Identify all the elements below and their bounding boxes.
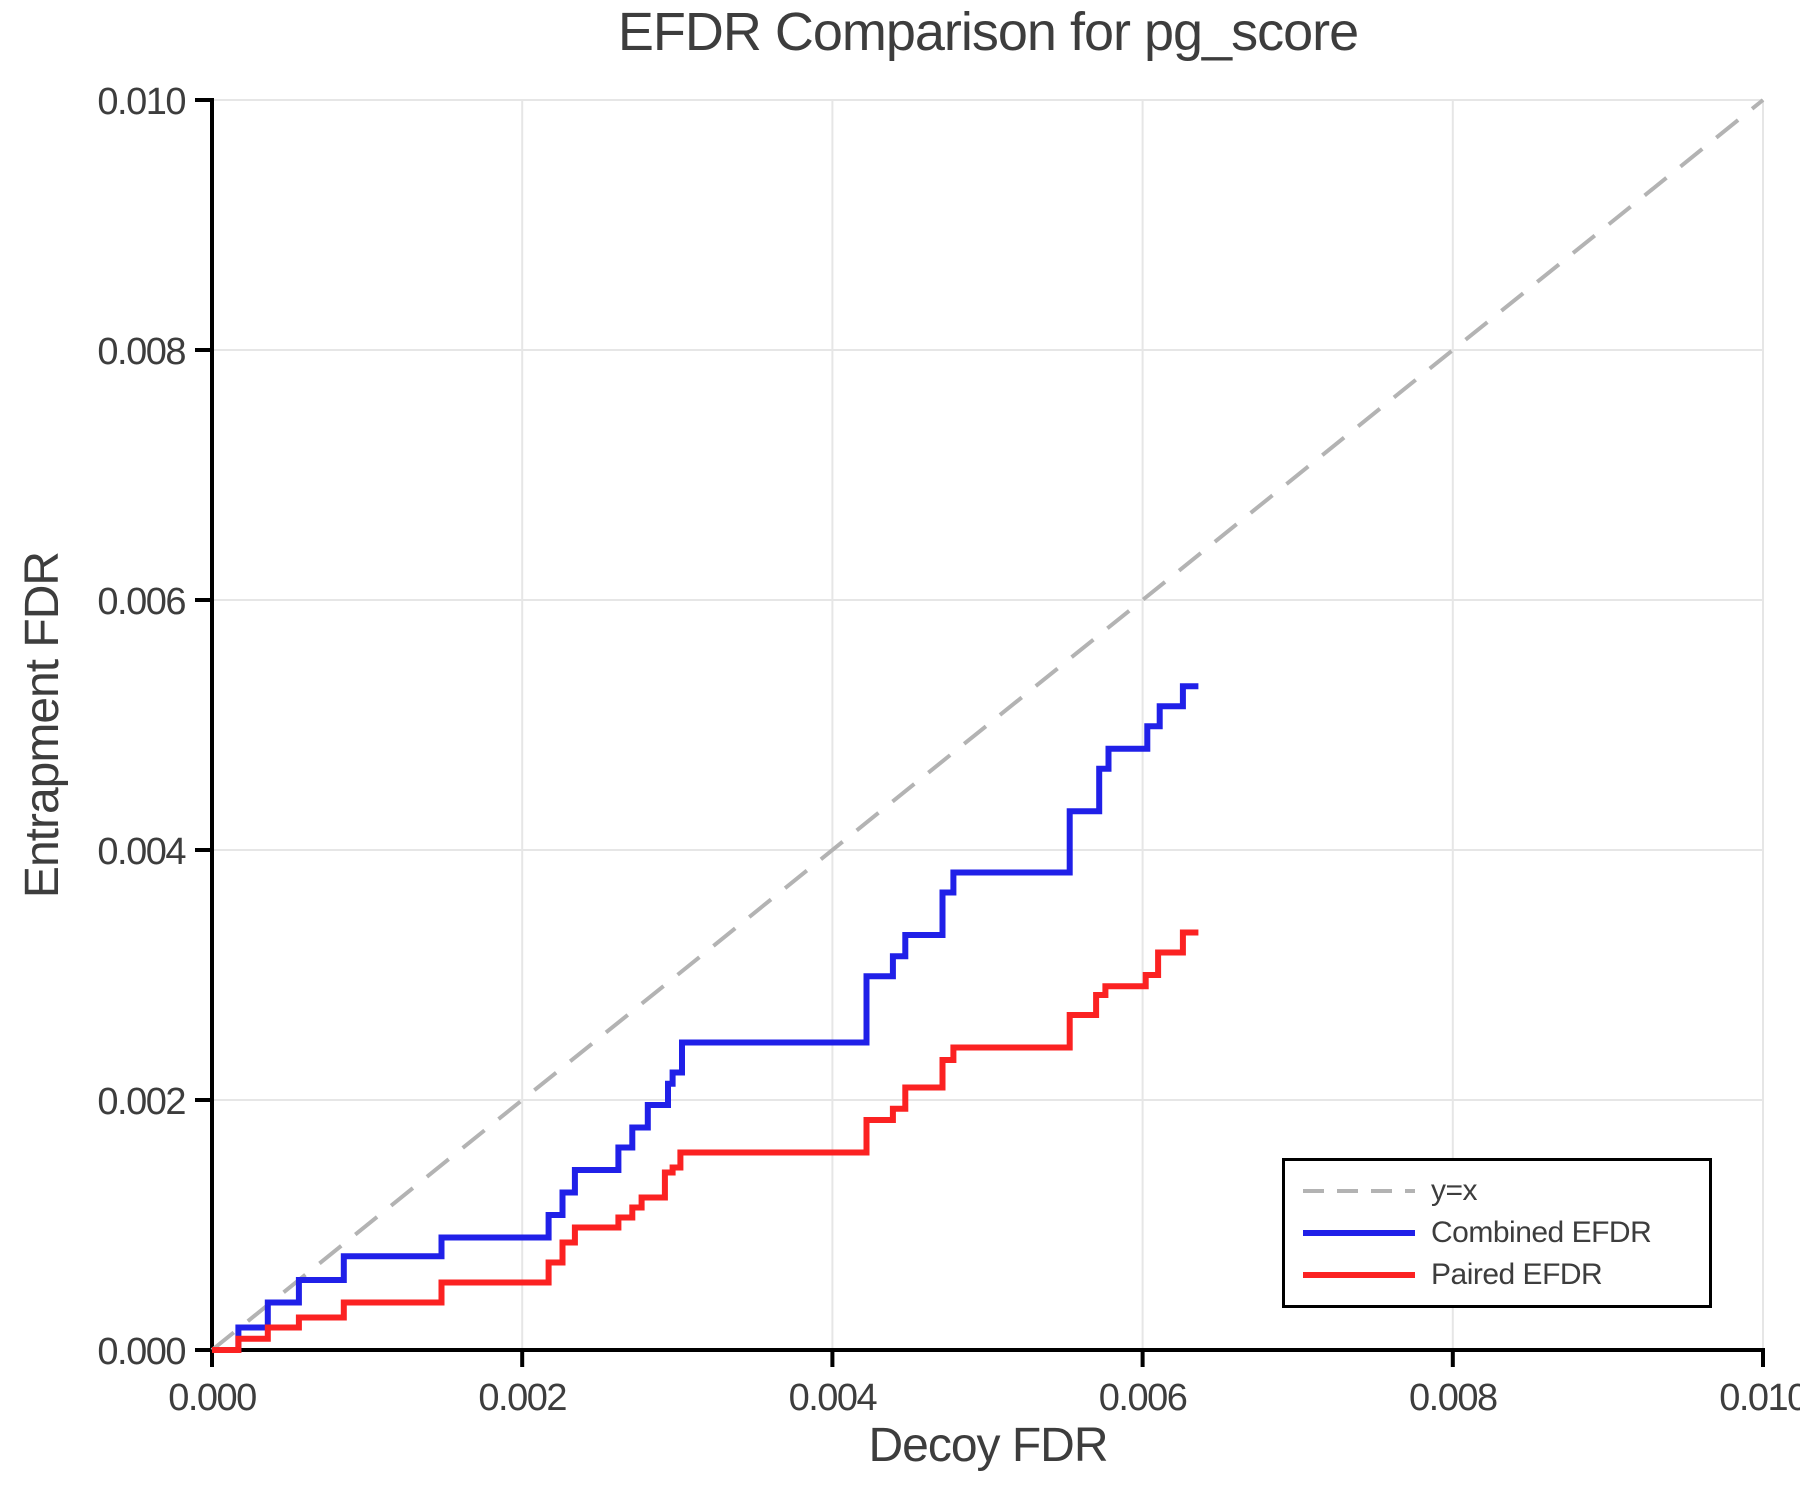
paired-efdr-line: [212, 929, 1199, 1353]
x-axis-label: Decoy FDR: [868, 1419, 1107, 1472]
y-tick-label: 0.004: [97, 831, 186, 873]
y-tick-label: 0.008: [97, 331, 185, 373]
tick-labels: 0.000 0.002 0.004 0.006 0.008 0.010 0.000 0.002…: [97, 81, 1800, 1419]
axes-spines: [210, 98, 1765, 1352]
x-tick-label: 0.004: [789, 1377, 878, 1419]
x-tick-label: 0.008: [1409, 1377, 1497, 1419]
x-tick-label: 0.010: [1719, 1377, 1800, 1419]
gridlines: [211, 99, 1764, 1351]
solid-line-sample: [1303, 1272, 1415, 1278]
legend-item-paired: Paired EFDR: [1303, 1258, 1709, 1292]
legend-label-paired: Paired EFDR: [1431, 1258, 1603, 1291]
y-tick-label: 0.006: [97, 581, 185, 623]
legend-label-yx: y=x: [1431, 1174, 1478, 1207]
combined-efdr-line: [212, 683, 1199, 1353]
legend-label-combined: Combined EFDR: [1431, 1216, 1652, 1249]
legend-item-yx: y=x: [1303, 1174, 1709, 1208]
x-tick-label: 0.006: [1099, 1377, 1187, 1419]
series-lines: [210, 98, 1765, 1353]
chart-title: EFDR Comparison for pg_score: [618, 2, 1358, 62]
x-tick-label: 0.000: [168, 1377, 256, 1419]
yx-reference-line: [210, 98, 1765, 1352]
solid-line-sample: [1303, 1230, 1415, 1236]
legend: y=x Combined EFDR Paired EFDR: [1282, 1158, 1712, 1308]
y-axis-label: Entrapment FDR: [16, 552, 69, 898]
y-tick-label: 0.002: [97, 1081, 185, 1123]
y-tick-label: 0.000: [97, 1331, 185, 1373]
y-tick-label: 0.010: [97, 81, 185, 123]
legend-item-combined: Combined EFDR: [1303, 1216, 1709, 1250]
dashed-line-sample: [1303, 1189, 1415, 1193]
x-tick-label: 0.002: [478, 1377, 566, 1419]
axis-ticks: [195, 98, 1765, 1367]
